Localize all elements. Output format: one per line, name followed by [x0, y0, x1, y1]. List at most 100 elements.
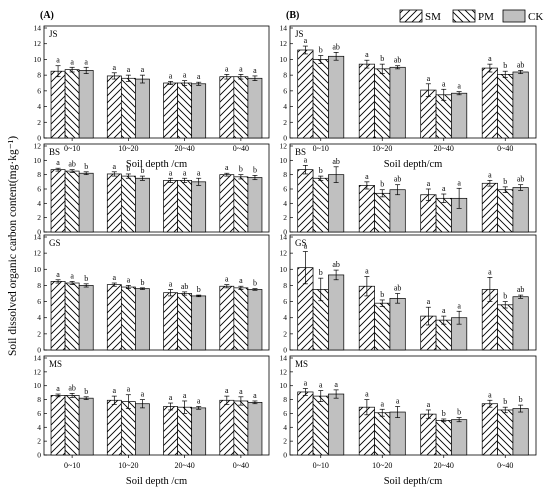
panel-a-js-sig-label: a [113, 63, 117, 72]
panel-b-bs-bar-sm [358, 185, 375, 233]
panel-a-js-title: (A) [40, 10, 54, 21]
panel-b-gs-bar-pm [435, 319, 452, 351]
panel-b-gs-ytick-label: 0 [283, 346, 287, 355]
panel-a-bs-sig-label: ab [68, 160, 76, 169]
panel-a-ms-ytick-label: 2 [37, 437, 41, 446]
panel-b-js-ytick-label: 6 [283, 86, 287, 95]
panel-b-js-xtick-label: 20~40 [434, 144, 454, 153]
panel-a-bs-bar-sm [106, 173, 122, 233]
panel-b-bs-bar-pm [312, 177, 329, 233]
panel-a-ms-sig-label: a [239, 387, 243, 396]
panel-a-ms-bar-pm [64, 395, 80, 456]
panel-b-js-xtick-label: 10~20 [372, 144, 392, 153]
panel-b-js-ytick-label: 14 [280, 24, 288, 33]
panel-b-bs-ytick-label: 8 [283, 170, 287, 179]
panel-b-ms-xtick-label: 10~20 [372, 461, 392, 470]
panel-a-js-sig-label: a [197, 72, 201, 81]
panel-a-gs-sig-label: a [169, 279, 173, 288]
panel-a-gs-ytick-label: 0 [37, 346, 41, 355]
panel-a-js-ytick-label: 8 [37, 71, 41, 80]
panel-b-js-ytick-label: 2 [283, 118, 287, 127]
panel-a-bs-sig-label: a [56, 158, 60, 167]
panel-b-js-sig-label: ab [394, 56, 402, 65]
panel-b-bs-sig-label: a [365, 172, 369, 181]
panel-a-ms-sig-label: a [56, 384, 60, 393]
panel-a-bs-bar-sm [50, 169, 66, 233]
panel-b-js-bar-pm [312, 59, 329, 139]
panel-b-ms-bar-pm [312, 395, 329, 456]
panel-a-js-bar-ck [78, 70, 94, 139]
panel-a-gs-sig-label: b [197, 285, 201, 294]
panel-a-js-ytick-label: 10 [34, 55, 42, 64]
panel-a-js-frame [43, 25, 270, 139]
panel-a-gs-sig-label: a [239, 276, 243, 285]
panel-a-ms-sig-label: a [141, 390, 145, 399]
panel-a-ms-xtick-label: 10~20 [118, 461, 138, 470]
panel-a-gs-frame [43, 234, 270, 351]
panel-b-bs-ytick-label: 12 [280, 142, 288, 151]
panel-a-js-bar-sm [219, 76, 235, 139]
panel-b-bs-sig-label: a [457, 178, 461, 187]
panel-b-ms-site-label: MS [295, 359, 308, 369]
panel-b-ms-sig-label: a [427, 400, 431, 409]
panel-a-gs-ytick-label: 12 [34, 249, 42, 258]
panel-a-ms-sig-label: ab [68, 383, 76, 392]
panel-b-ms-bar-sm [420, 413, 437, 456]
panels: 0 2 4 6 8 10 12 14 JS (A) a a a 0~10 a a a 10~20 a a a 20~40 a… [34, 10, 537, 487]
panel-b-js-xtick-label: 0~10 [313, 144, 329, 153]
panel-a-gs-ytick-label: 4 [37, 313, 41, 322]
panel-a-ms-bar-sm [106, 399, 122, 456]
panel-a-gs-bar-sm [163, 292, 178, 351]
panel-a-bs-ytick-label: 2 [37, 213, 41, 222]
panel-b-bs-bar-sm [481, 182, 498, 233]
panel-a-ms-bar-sm [219, 399, 235, 456]
panel-a-bs-bar-ck [78, 172, 94, 233]
panel-a-js-ytick-label: 12 [34, 39, 42, 48]
panel-a-js-xtick-label: 10~20 [118, 144, 138, 153]
panel-a-bs-bar-pm [233, 176, 249, 233]
panel-a-ms-bar-ck [247, 401, 263, 456]
panel-b-js-site-label: JS [295, 29, 304, 39]
panel-b-js-sig-label: a [457, 82, 461, 91]
panel-b-bs-ytick-label: 10 [280, 156, 288, 165]
panel-b-gs-ytick-label: 2 [283, 329, 287, 338]
panel-b-bs-ytick-label: 6 [283, 185, 287, 194]
panel-b-gs-sig-label: b [503, 292, 507, 301]
panel-a-gs-bar-ck [247, 289, 263, 351]
panel-b-js-ytick-label: 10 [280, 55, 288, 64]
panel-b-gs-frame [289, 234, 537, 351]
panel-b-gs-sig-label: a [304, 242, 308, 251]
panel-b-bs-sig-label: b [319, 166, 323, 175]
panel-a-ms-sig-label: a [127, 385, 131, 394]
panel-a-bs-ytick-label: 6 [37, 185, 41, 194]
panel-a-gs-ytick-label: 6 [37, 297, 41, 306]
panel-a-js-bar-pm [233, 76, 249, 139]
panel-a-ms-ytick-label: 12 [34, 367, 42, 376]
panel-b-js-sig-label: a [442, 79, 446, 88]
panel-a-js-ytick-label: 6 [37, 86, 41, 95]
panel-b-gs-bar-pm [497, 304, 514, 351]
panel-a-js-ytick-label: 2 [37, 118, 41, 127]
panel-a-gs-ytick-label: 14 [34, 233, 42, 242]
legend: SM PM CK [399, 9, 543, 23]
panel-a-js-bar-pm [177, 82, 193, 139]
panel-b-js-x-axis-title: Soil depth/cm [384, 159, 443, 170]
panel-a-gs-sig-label: a [113, 273, 117, 282]
panel-a-bs-sig-label: a [197, 168, 201, 177]
panel-b-js-sig-label: a [304, 36, 308, 45]
panel-b-js-sig-label: ab [332, 42, 340, 51]
panel-b-ms-frame [289, 355, 537, 456]
panel-b-ms-bar-pm [435, 420, 452, 456]
panel-b-ms-sig-label: a [334, 380, 338, 389]
panel-a-js-bar-pm [120, 77, 136, 139]
panel-b-js-frame [289, 25, 537, 139]
panel-b-ms-ytick-label: 0 [283, 451, 287, 460]
legend-label-pm: PM [478, 11, 494, 23]
panel-b-bs-bar-ck [389, 189, 406, 233]
panel-a-ms-bar-pm [177, 406, 193, 456]
panel-a-js-sig-label: a [183, 71, 187, 80]
panel-a-ms-bar-pm [120, 401, 136, 456]
panel-b-ms-bar-ck [328, 393, 345, 456]
panel-b-ms-bar-sm [481, 403, 498, 456]
